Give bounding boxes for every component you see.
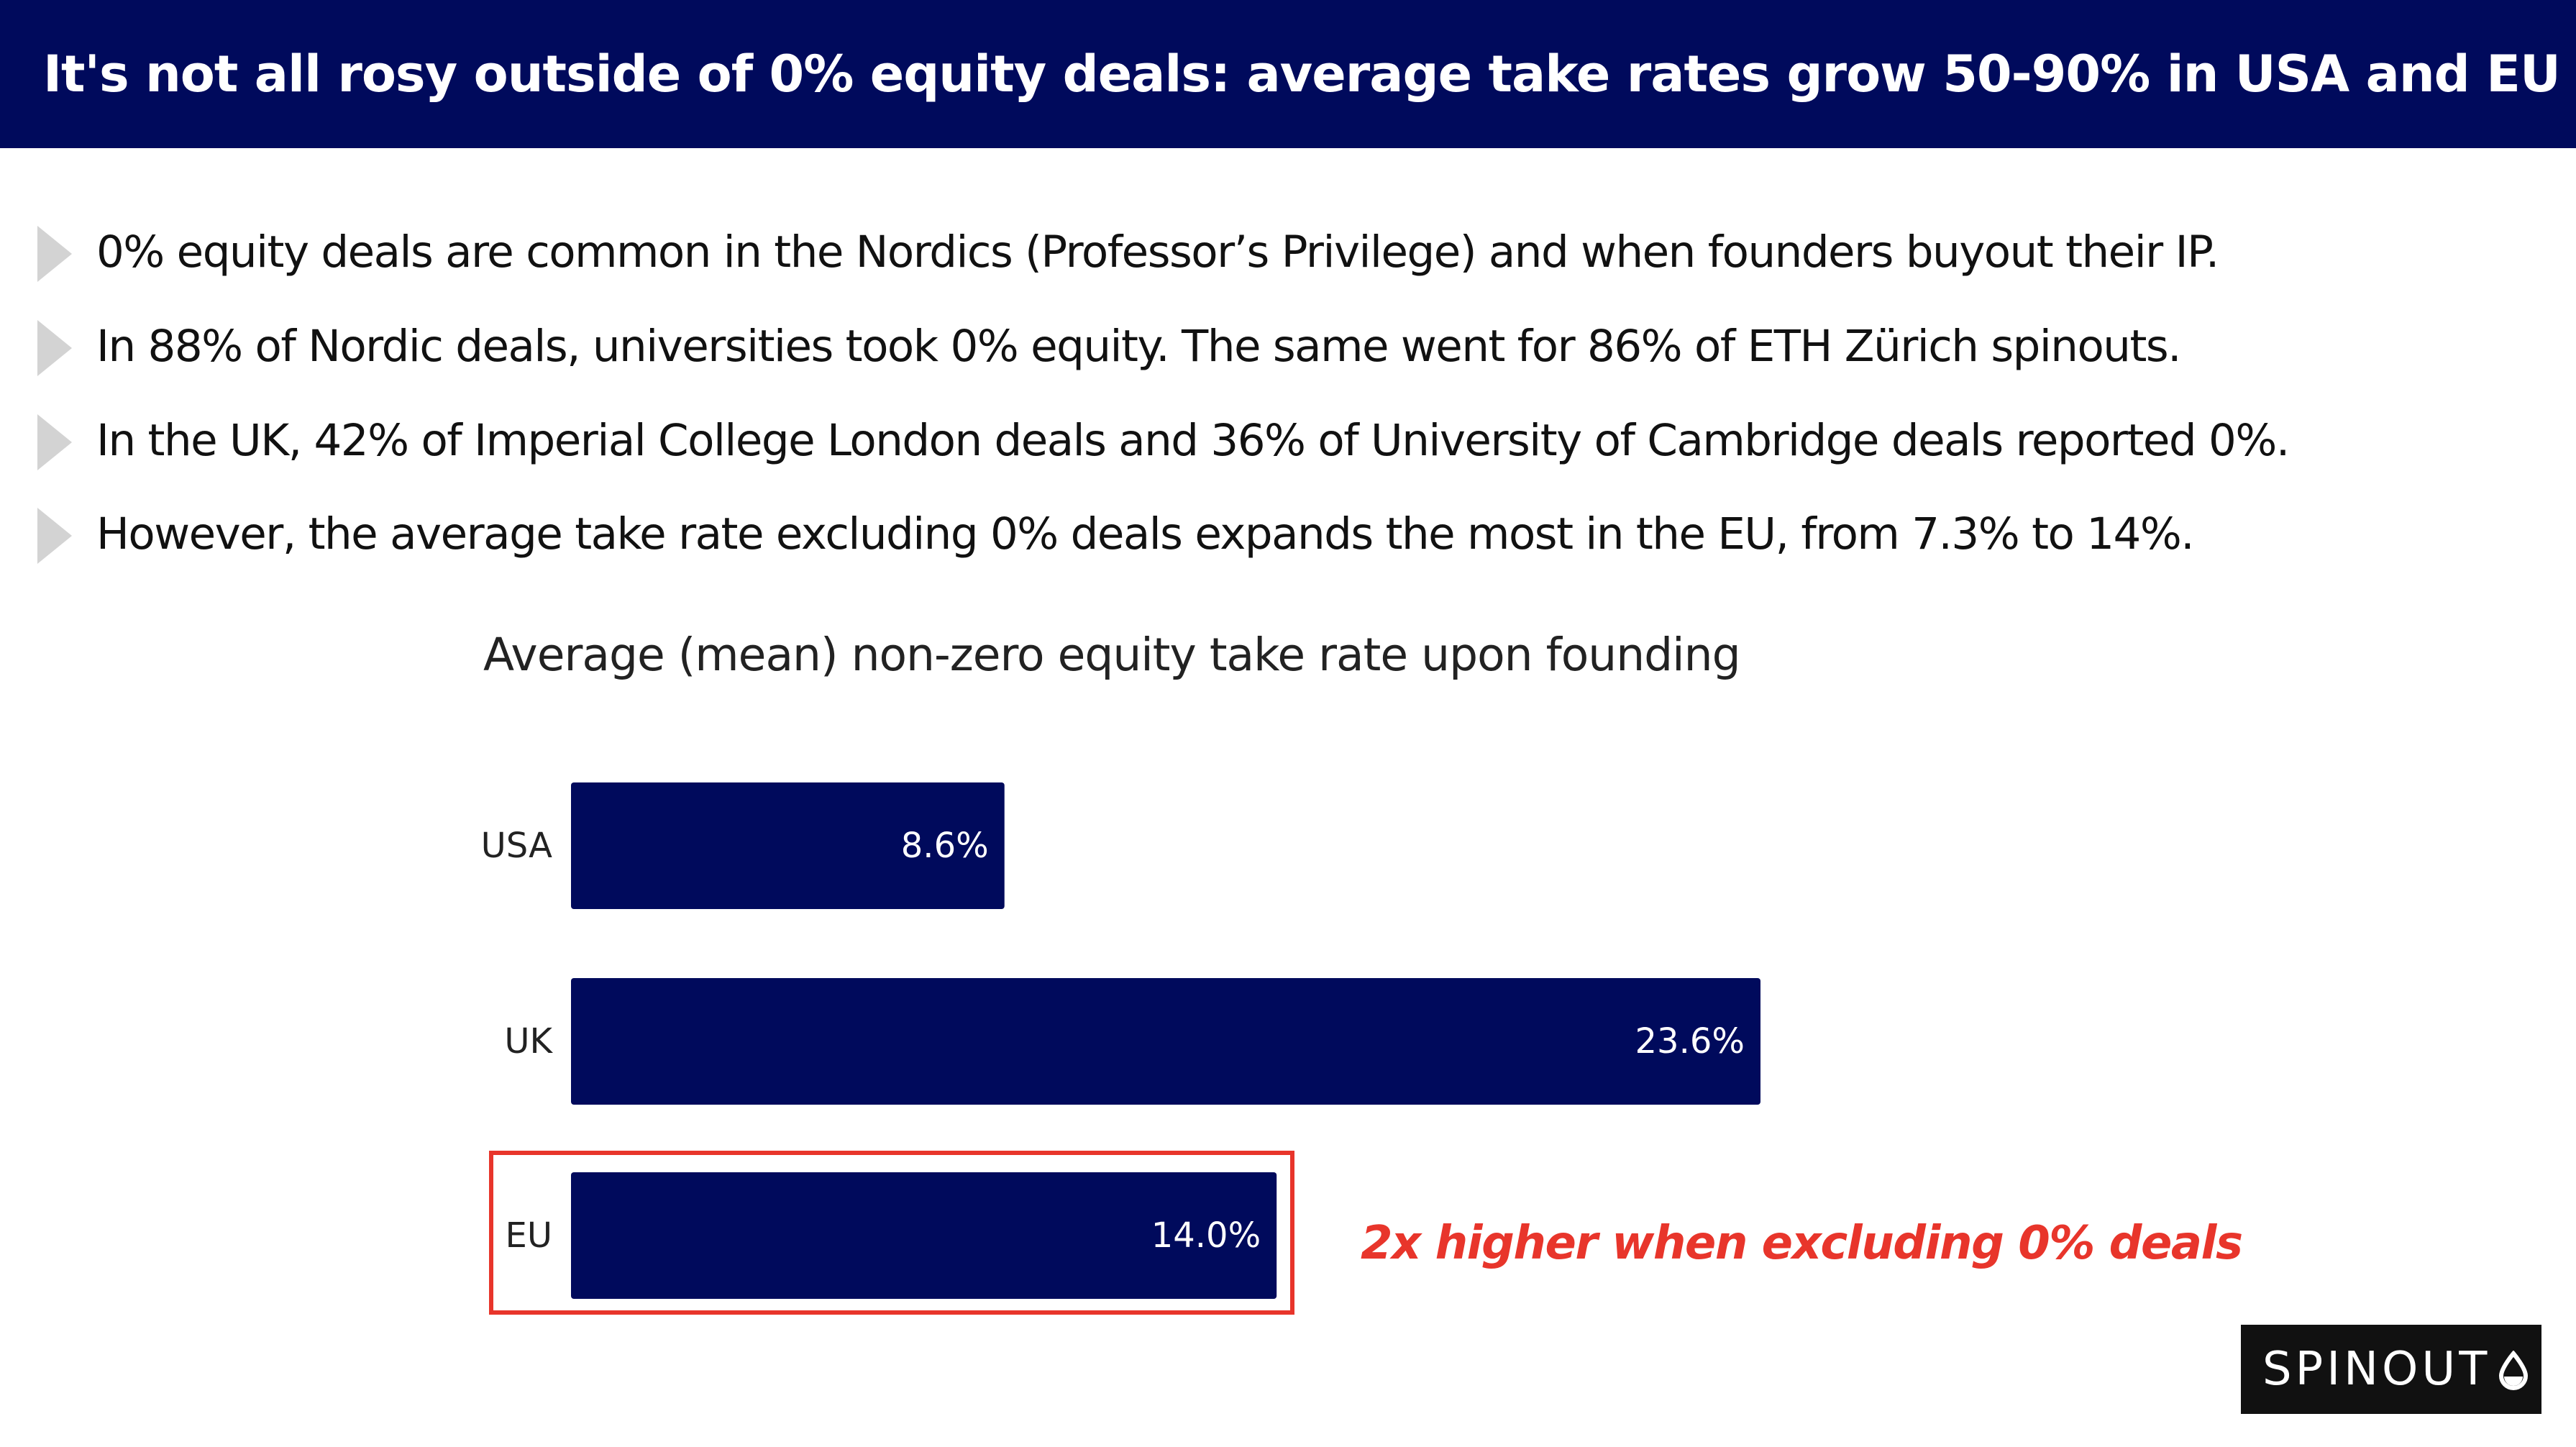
bullet-item: In 88% of Nordic deals, universities too…: [37, 314, 2540, 379]
bullet-item: In the UK, 42% of Imperial College Londo…: [37, 408, 2540, 473]
spinout-logo: SPINOUT: [2241, 1325, 2541, 1414]
bullet-item: However, the average take rate excluding…: [37, 502, 2540, 567]
bar-uk: [571, 978, 1760, 1105]
bullet-arrow-icon: [37, 226, 72, 282]
value-label-uk: 23.6%: [1635, 1021, 1745, 1062]
bullet-arrow-icon: [37, 320, 72, 376]
bullet-text: However, the average take rate excluding…: [96, 508, 2195, 560]
eu-highlight-box: [489, 1151, 1294, 1315]
highlight-annotation: 2x higher when excluding 0% deals: [1361, 1217, 2243, 1270]
bullet-arrow-icon: [37, 508, 72, 564]
page-title: It's not all rosy outside of 0% equity d…: [43, 45, 2561, 104]
bullet-text: 0% equity deals are common in the Nordic…: [96, 227, 2219, 278]
logo-text: SPINOUT: [2262, 1343, 2491, 1396]
bullet-arrow-icon: [37, 414, 72, 470]
drop-icon: [2498, 1351, 2529, 1390]
bullet-text: In 88% of Nordic deals, universities too…: [96, 321, 2182, 372]
category-label-usa: USA: [481, 826, 552, 866]
bar-usa: [571, 782, 1005, 909]
bar-eu: [571, 1172, 1277, 1299]
bullet-item: 0% equity deals are common in the Nordic…: [37, 220, 2540, 285]
value-label-eu: 14.0%: [1151, 1215, 1261, 1256]
chart-title: Average (mean) non-zero equity take rate…: [483, 629, 1741, 681]
value-label-usa: 8.6%: [901, 826, 989, 866]
category-label-eu: EU: [506, 1215, 552, 1256]
header-bar: It's not all rosy outside of 0% equity d…: [0, 0, 2576, 148]
category-label-uk: UK: [504, 1021, 553, 1062]
bullet-text: In the UK, 42% of Imperial College Londo…: [96, 415, 2290, 466]
